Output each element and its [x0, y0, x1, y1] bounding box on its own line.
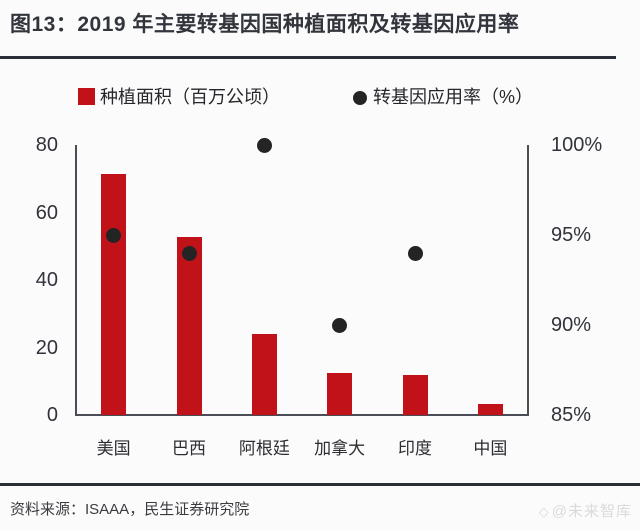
dot-印度	[407, 245, 423, 261]
left-axis-tick-label: 40	[35, 269, 58, 291]
x-axis-label-印度: 印度	[398, 439, 432, 458]
right-axis-tick-label: 95%	[551, 224, 592, 246]
legend-label-adoption-rate: 转基因应用率（%）	[373, 87, 534, 107]
dot-美国	[106, 227, 122, 243]
title-divider	[0, 56, 616, 59]
legend-dot-swatch-icon	[353, 91, 367, 105]
x-axis-label-中国: 中国	[473, 439, 508, 458]
left-axis-tick-label: 60	[35, 201, 58, 224]
figure-title: 图13：2019 年主要转基因国种植面积及转基因应用率	[10, 13, 520, 36]
bar-美国	[101, 173, 127, 415]
right-axis-tick-label: 100%	[551, 134, 603, 156]
right-axis-tick-label: 85%	[551, 404, 592, 426]
legend-label-planting-area: 种植面积（百万公顷）	[100, 87, 280, 107]
left-axis-tick-label: 0	[46, 404, 58, 426]
watermark-text: @未来智库	[551, 503, 632, 520]
bar-加拿大	[327, 372, 353, 415]
dot-阿根廷	[256, 137, 272, 153]
legend-bar-swatch-icon	[78, 88, 95, 105]
x-axis-label-美国: 美国	[96, 439, 131, 458]
dot-加拿大	[332, 317, 348, 333]
x-axis-label-巴西: 巴西	[172, 439, 206, 458]
x-axis-label-加拿大: 加拿大	[314, 439, 366, 458]
dot-巴西	[181, 245, 197, 261]
right-axis-line	[527, 145, 529, 416]
x-axis-label-阿根廷: 阿根廷	[238, 439, 290, 458]
right-axis-tick-label: 90%	[551, 314, 592, 336]
bar-巴西	[176, 236, 202, 415]
bar-阿根廷	[251, 334, 277, 415]
left-axis-line	[75, 145, 77, 416]
left-axis-tick-label: 20	[35, 336, 58, 359]
source-note: 资料来源：ISAAA，民生证券研究院	[10, 501, 250, 518]
footer-divider	[0, 483, 640, 486]
watermark: ◇ @未来智库	[539, 500, 632, 521]
bar-印度	[402, 374, 428, 415]
logo-icon: ◇	[538, 504, 550, 519]
x-axis-line	[75, 414, 529, 416]
bar-中国	[477, 404, 503, 415]
left-axis-tick-label: 80	[35, 134, 58, 156]
